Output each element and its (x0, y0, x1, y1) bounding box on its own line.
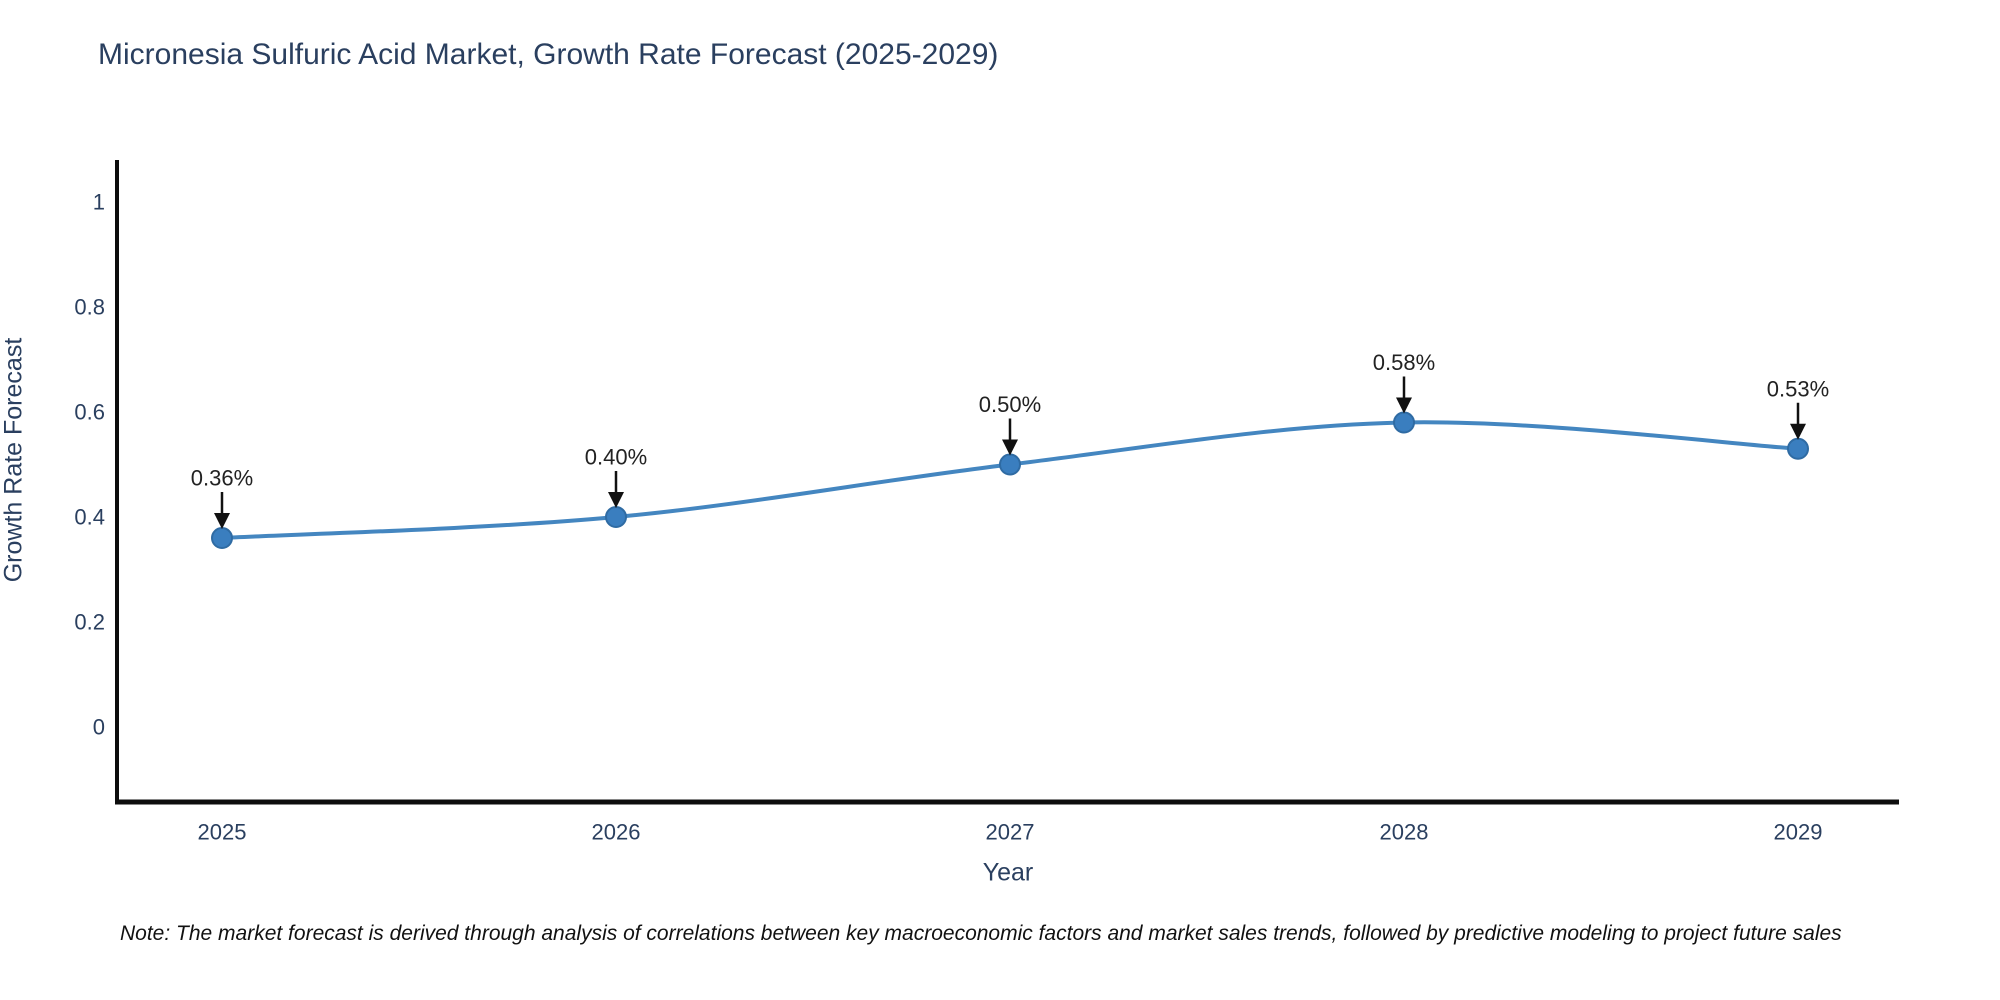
x-tick-label: 2025 (198, 820, 247, 845)
chart-title: Micronesia Sulfuric Acid Market, Growth … (98, 38, 999, 71)
data-point-marker (1787, 437, 1809, 460)
footnote: Note: The market forecast is derived thr… (120, 922, 1842, 945)
y-tick-label: 0.8 (74, 295, 105, 320)
data-point-marker (999, 453, 1021, 476)
data-point-annotation: 0.50% (979, 392, 1041, 417)
y-tick-label: 1 (93, 190, 105, 215)
data-point-marker (605, 506, 627, 528)
y-tick-label: 0.4 (74, 505, 105, 530)
x-axis-title: Year (982, 858, 1034, 887)
data-point-annotation: 0.40% (585, 445, 647, 470)
annotation-arrow-head (608, 492, 624, 508)
x-tick-label: 2028 (1380, 820, 1429, 845)
data-point-annotation: 0.53% (1767, 376, 1829, 401)
x-tick-label: 2026 (592, 820, 641, 845)
data-point-annotation: 0.36% (191, 466, 253, 491)
data-point-marker (211, 527, 233, 549)
data-point-marker (1393, 411, 1415, 434)
annotation-arrow-head (1396, 397, 1412, 414)
annotation-arrow-head (1002, 439, 1018, 456)
x-tick-label: 2029 (1774, 820, 1823, 845)
y-tick-label: 0.2 (74, 610, 105, 635)
annotation-arrow-head (214, 513, 230, 529)
y-tick-label: 0 (93, 715, 105, 740)
annotation-arrow-head (1790, 423, 1806, 440)
data-point-annotation: 0.58% (1373, 350, 1435, 375)
x-tick-label: 2027 (986, 820, 1035, 845)
y-tick-label: 0.6 (74, 400, 105, 425)
